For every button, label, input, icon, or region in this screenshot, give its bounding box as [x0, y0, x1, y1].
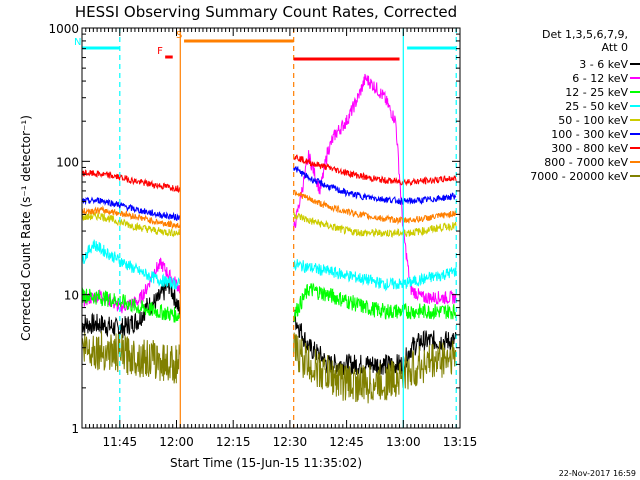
- y-tick-label-1: 1: [71, 422, 79, 436]
- series-line-1-part-2: [293, 309, 457, 376]
- legend-entry-3: 12 - 25 keV: [565, 86, 628, 99]
- x-tick-label-2: 12:00: [159, 435, 194, 449]
- y-tick-label-2: 10: [64, 289, 79, 303]
- x-axis-label: Start Time (15-Jun-15 11:35:02): [170, 456, 362, 470]
- series-7: [82, 154, 457, 194]
- y-tick-label-3: 100: [56, 155, 79, 169]
- x-tick-label-4: 12:30: [273, 435, 308, 449]
- y-tick-label-4: 1000: [48, 22, 79, 36]
- series-line-8-part-2: [293, 189, 457, 226]
- series-line-4-part-1: [82, 239, 181, 290]
- legend-entry-8: 800 - 7000 keV: [544, 156, 628, 169]
- flag-label-2: F: [157, 46, 163, 57]
- series-line-6-part-2: [293, 165, 457, 206]
- x-tick-label-7: 13:15: [443, 435, 478, 449]
- flag-label-1: N: [74, 37, 81, 48]
- legend-entry-5: 50 - 100 keV: [558, 114, 628, 127]
- series-line-7-part-1: [82, 169, 181, 194]
- series-line-3-part-2: [293, 282, 457, 322]
- series-6: [82, 165, 457, 222]
- series-4: [82, 239, 457, 292]
- series-line-5-part-2: [293, 212, 457, 238]
- x-tick-label-3: 12:15: [216, 435, 251, 449]
- legend-header-2: Att 0: [602, 41, 628, 54]
- legend-entry-9: 7000 - 20000 keV: [530, 170, 628, 183]
- footer-date: 22-Nov-2017 16:59: [559, 469, 636, 478]
- series-line-4-part-2: [293, 259, 457, 292]
- series-3: [82, 282, 457, 323]
- series-line-9-part-2: [293, 332, 457, 404]
- x-tick-label-6: 13:00: [386, 435, 421, 449]
- series-9: [82, 331, 457, 404]
- series-line-7-part-2: [293, 154, 457, 187]
- legend-entry-6: 100 - 300 keV: [551, 128, 628, 141]
- x-tick-label-5: 12:45: [329, 435, 364, 449]
- series-2: [82, 73, 457, 314]
- series-line-2-part-2: [293, 73, 457, 305]
- x-tick-label-1: 11:45: [103, 435, 138, 449]
- series-line-3-part-1: [82, 287, 181, 323]
- legend-entry-7: 300 - 800 keV: [551, 142, 628, 155]
- legend-entry-2: 6 - 12 keV: [572, 72, 628, 85]
- series-line-5-part-1: [82, 212, 181, 238]
- series-line-6-part-1: [82, 196, 181, 222]
- legend-header-1: Det 1,3,5,6,7,9,: [542, 28, 628, 41]
- series-line-9-part-1: [82, 331, 181, 384]
- series-5: [82, 212, 457, 238]
- series-1: [82, 276, 457, 376]
- legend-entry-4: 25 - 50 keV: [565, 100, 628, 113]
- series-8: [82, 189, 457, 230]
- series-line-8-part-1: [82, 205, 181, 230]
- chart-title: HESSI Observing Summary Count Rates, Cor…: [75, 3, 457, 21]
- series-line-1-part-1: [82, 276, 181, 340]
- legend-entry-1: 3 - 6 keV: [579, 58, 628, 71]
- flag-label-3: S: [176, 30, 182, 41]
- y-axis-label: Corrected Count Rate (s⁻¹ detector⁻¹): [19, 115, 33, 341]
